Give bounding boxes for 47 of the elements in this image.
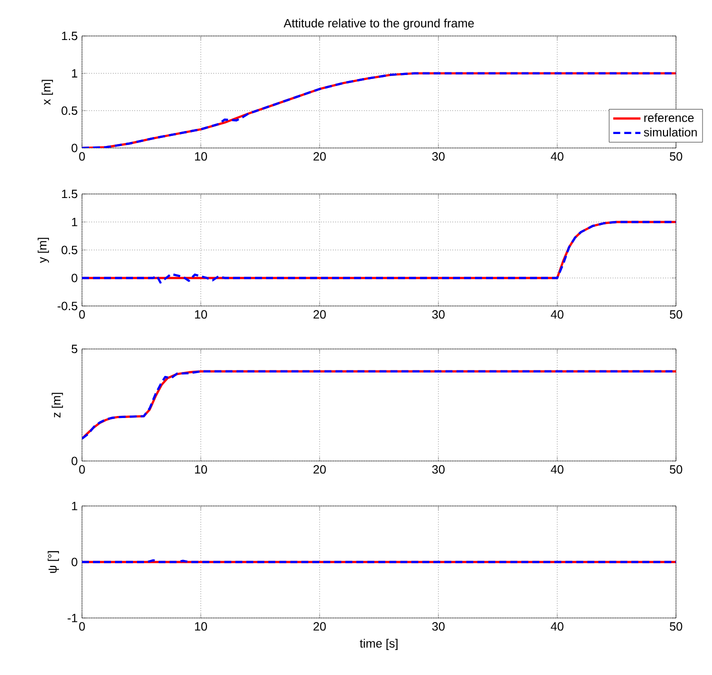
x-tick-label: 50 [670,465,682,474]
y-tick-label: 1.5 [62,32,78,40]
y-tick-label: 1 [72,502,78,510]
y-axis-title: y [m] [38,238,49,263]
y-tick-label: 0 [72,558,78,566]
x-tick-label: 10 [195,622,208,631]
y-axis-title: z [m] [52,392,63,418]
x-tick-label: 40 [550,622,564,631]
x-tick-label: 10 [195,152,208,161]
x-tick-label: 50 [670,152,682,161]
x-tick-label: 10 [195,465,208,474]
y-tick-label: 5 [72,344,78,354]
x-tick-label: 30 [432,622,445,631]
x-tick-label: 10 [195,310,208,319]
y-axis-title: x [m] [42,80,53,105]
x-tick-label: 20 [314,465,326,474]
chart-title: Attitude relative to the ground frame [284,18,474,30]
y-tick-label: -0.5 [58,302,78,310]
x-tick-label: 30 [432,310,445,319]
x-tick-label: 20 [314,622,326,631]
y-tick-label: 1 [72,69,78,78]
x-tick-label: 0 [79,152,85,161]
x-tick-label: 20 [314,310,326,319]
x-tick-label: 50 [670,310,682,319]
x-tick-label: 30 [432,465,445,474]
y-tick-label: 0.5 [62,106,78,115]
y-tick-label: 0.5 [62,246,78,254]
x-tick-label: 40 [550,465,564,474]
x-tick-label: 50 [670,622,682,631]
x-tick-label: 40 [550,152,564,161]
line-series [82,370,676,440]
legend-label: reference [644,113,694,122]
x-tick-label: 20 [314,152,326,161]
x-axis-title: time [s] [360,638,398,650]
y-tick-label: 0 [72,456,78,466]
x-tick-label: 40 [550,310,564,319]
y-tick-label: -1 [68,614,78,622]
x-tick-label: 0 [79,465,85,474]
y-tick-label: 1.5 [62,190,78,198]
y-axis-title: ψ [°] [48,551,59,573]
x-tick-label: 0 [79,622,85,631]
legend-label: simulation [644,128,697,137]
y-tick-label: 0 [72,144,78,152]
x-tick-label: 30 [432,152,445,161]
y-tick-label: 1 [72,218,78,226]
y-tick-label: 0 [72,274,78,282]
x-tick-label: 0 [79,310,85,319]
